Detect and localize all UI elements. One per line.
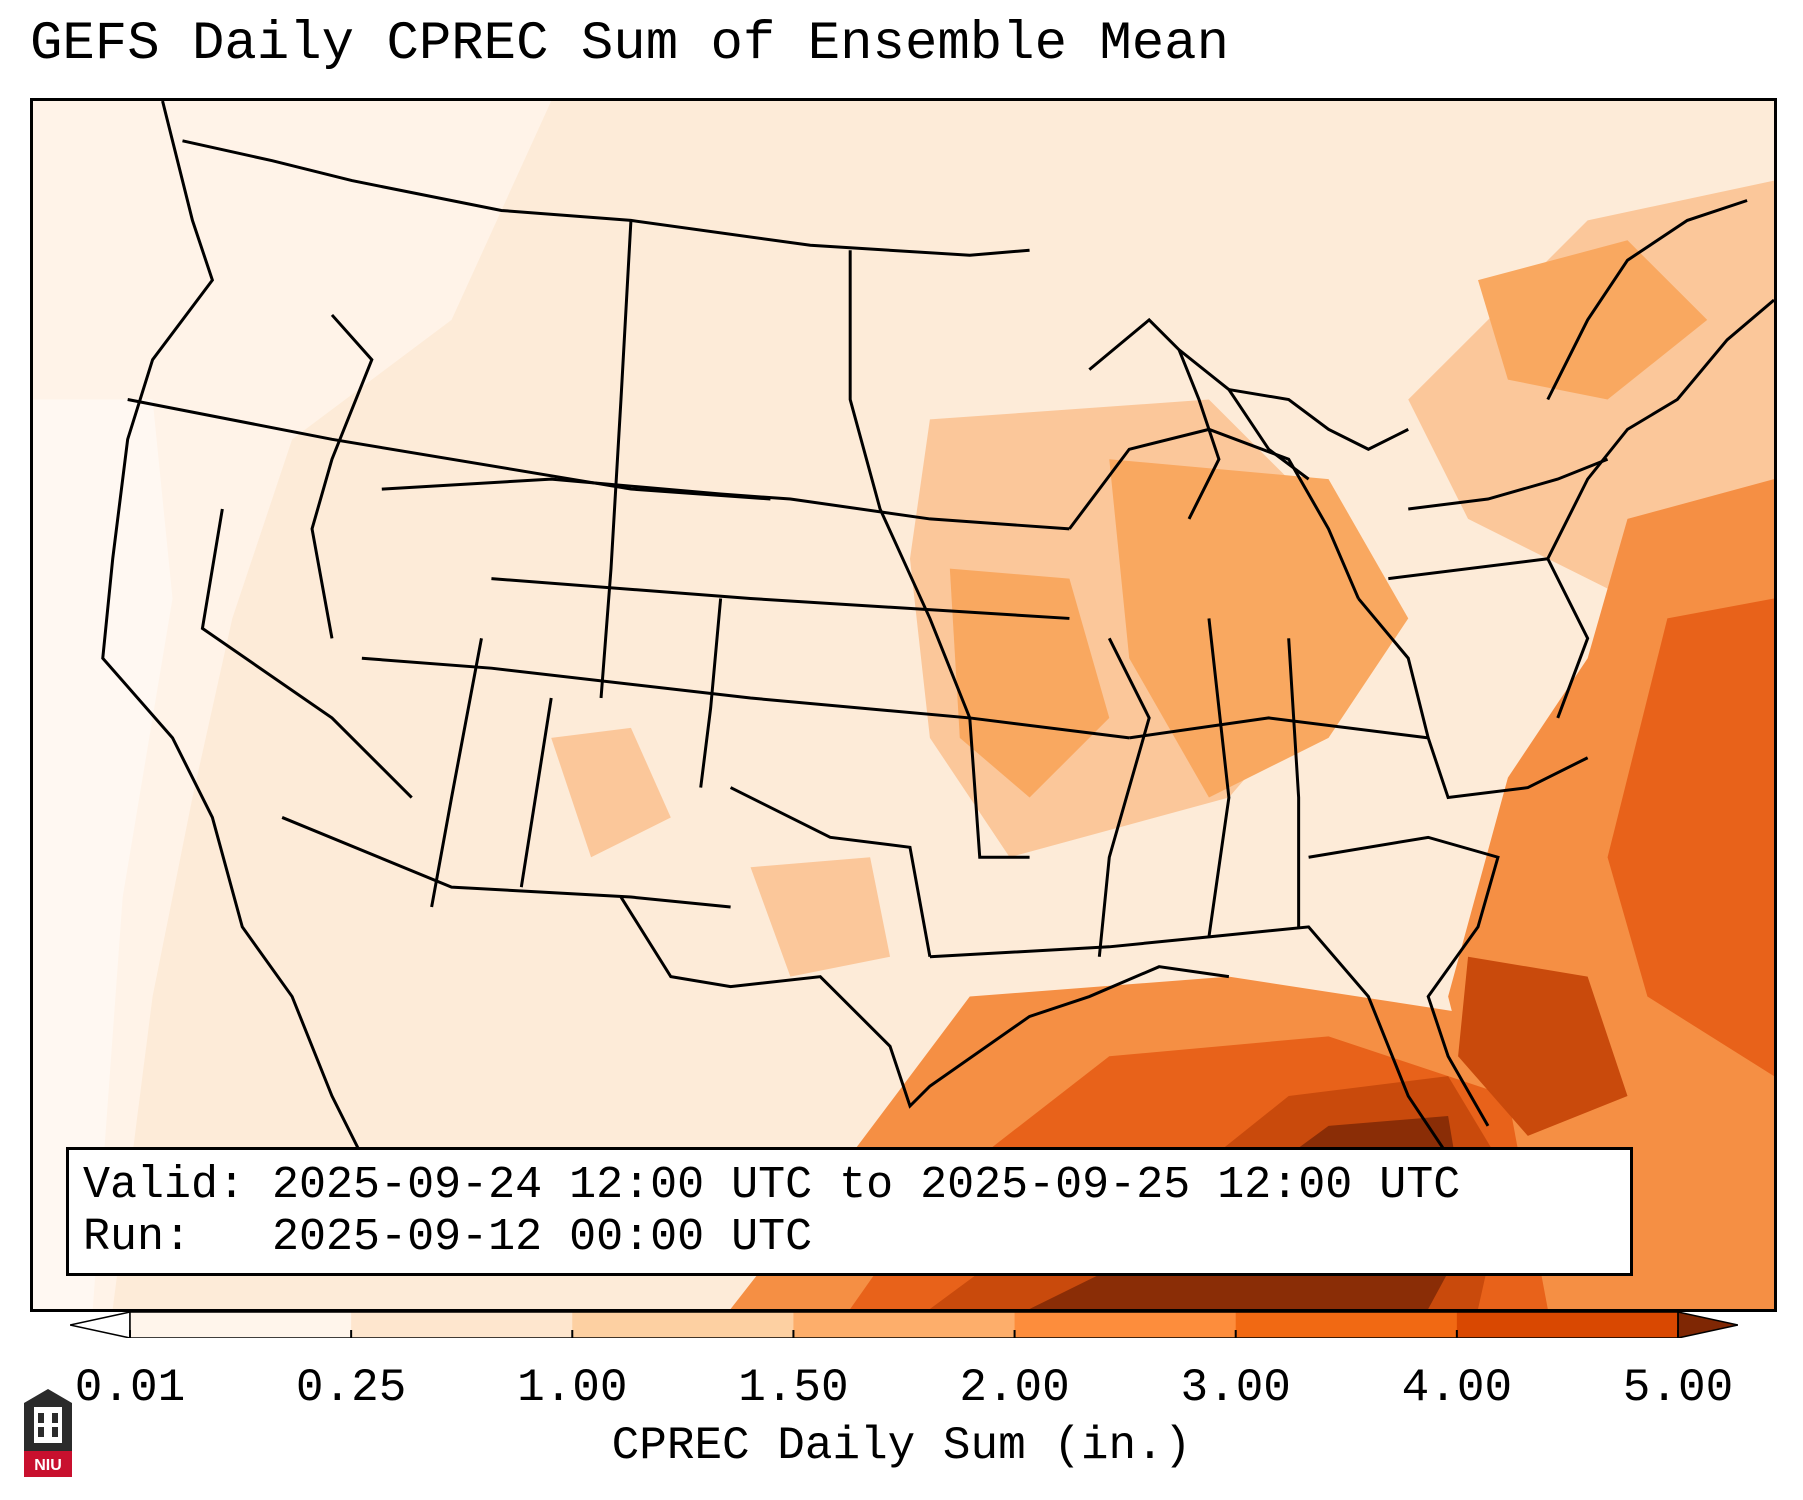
valid-line: Valid: 2025-09-24 12:00 UTC to 2025-09-2… (83, 1160, 1616, 1212)
colorbar-tick-label: 2.00 (959, 1362, 1070, 1414)
run-line: Run: 2025-09-12 00:00 UTC (83, 1212, 1616, 1264)
colorbar-tick-label: 0.01 (74, 1362, 186, 1414)
precipitation-map (30, 98, 1777, 1312)
colorbar-tick-label: 1.50 (738, 1362, 849, 1414)
run-label: Run: (83, 1212, 192, 1263)
colorbar-under-extension (70, 1312, 131, 1338)
colorbar-bin (1014, 1312, 1237, 1338)
colorbar-label: CPREC Daily Sum (in.) (611, 1420, 1192, 1472)
colorbar-bin (351, 1312, 573, 1338)
niu-logo: NIU (20, 1385, 76, 1481)
map-title: GEFS Daily CPREC Sum of Ensemble Mean (30, 14, 1229, 75)
run-value: 2025-09-12 00:00 UTC (272, 1212, 813, 1263)
colorbar (70, 1312, 1738, 1338)
niu-logo-graphic (24, 1389, 72, 1477)
boundaries (101, 101, 1774, 1177)
colorbar-bin (1235, 1312, 1458, 1338)
colorbar-tick-label: 3.00 (1180, 1362, 1291, 1414)
precip-field (33, 101, 1774, 1309)
colorbar-tick-labels: 0.01 0.25 1.00 1.50 2.00 3.00 4.00 5.00 (0, 1362, 1803, 1414)
colorbar-tick-label: 0.25 (295, 1362, 407, 1414)
colorbar-over-extension (1677, 1312, 1738, 1338)
colorbar-outline (129, 1312, 1679, 1338)
colorbar-tick-label: 4.00 (1401, 1362, 1513, 1414)
colorbar-tick-label: 5.00 (1622, 1362, 1734, 1414)
colorbar-bin (130, 1312, 352, 1338)
colorbar-bin (572, 1312, 794, 1338)
niu-logo-text: NIU (34, 1457, 62, 1474)
map-canvas (33, 101, 1774, 1309)
colorbar-graphic (70, 1312, 1738, 1338)
validity-info-box: Valid: 2025-09-24 12:00 UTC to 2025-09-2… (66, 1147, 1633, 1276)
colorbar-bin (1456, 1312, 1679, 1338)
colorbar-bin (793, 1312, 1016, 1338)
colorbar-tick-label: 1.00 (517, 1362, 628, 1414)
valid-value: 2025-09-24 12:00 UTC to 2025-09-25 12:00… (272, 1160, 1461, 1211)
valid-label: Valid: (83, 1160, 246, 1211)
